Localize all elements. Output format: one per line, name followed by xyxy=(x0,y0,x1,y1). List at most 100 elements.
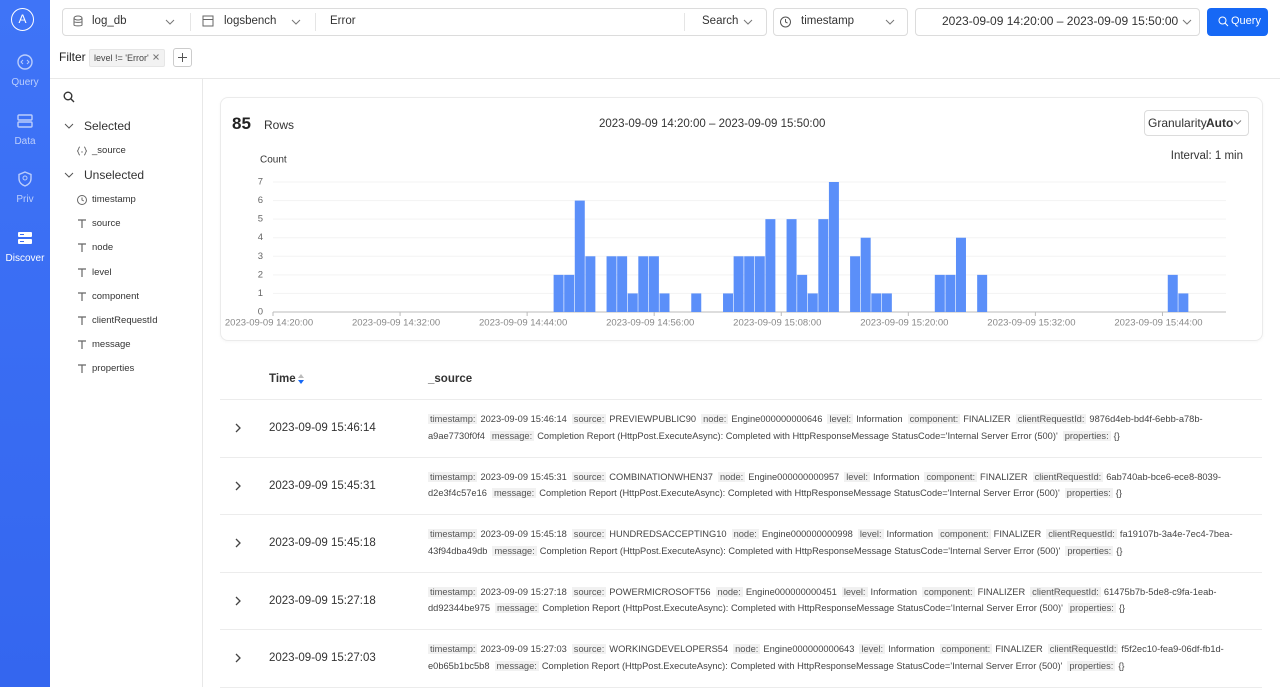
source-value: {} xyxy=(1118,660,1125,671)
row-count: 85 xyxy=(232,114,251,133)
filter-tag[interactable]: level != 'Error' xyxy=(89,49,165,67)
chevron xyxy=(64,172,74,178)
time-field-select[interactable]: timestamp xyxy=(801,15,855,27)
field-name[interactable]: properties xyxy=(92,363,135,375)
field-icon-part xyxy=(78,316,86,325)
source-value: HUNDREDSACCEPTING10 xyxy=(609,529,727,539)
divider xyxy=(684,13,685,31)
expand-icon[interactable] xyxy=(234,423,242,433)
source-value: f5f2ec10-fea9-06df-fb1d-e0b65b1bc5b8 xyxy=(428,644,1224,671)
field-name[interactable]: timestamp xyxy=(92,194,136,205)
field-icon xyxy=(78,340,86,350)
expand-icon[interactable] xyxy=(234,653,242,663)
selected-heading[interactable]: Selected xyxy=(84,119,131,133)
nav-icon-part xyxy=(17,113,33,121)
x-tick-label: 2023-09-09 15:44:00 xyxy=(1114,318,1202,329)
bar xyxy=(828,182,839,312)
source-key: node: xyxy=(717,471,746,482)
sort-icon[interactable] xyxy=(297,372,305,386)
source-key: component: xyxy=(938,529,991,539)
table-select[interactable]: logsbench xyxy=(224,15,277,27)
source-key: node: xyxy=(731,529,759,539)
chevron xyxy=(1233,120,1242,125)
row-time: 2023-09-09 15:27:03 xyxy=(269,652,376,664)
source-value: Engine000000000646 xyxy=(731,414,823,424)
field-icon-part xyxy=(78,219,86,229)
field-name[interactable]: _source xyxy=(92,145,126,156)
field-name[interactable]: level xyxy=(92,266,112,278)
query-button-label[interactable]: Query xyxy=(1231,15,1261,27)
source-key: level: xyxy=(844,471,870,482)
sidebar: A Query Data Priv Discover xyxy=(0,0,50,687)
mode-select[interactable]: Search xyxy=(702,15,739,27)
source-value: Information xyxy=(886,529,934,539)
source-value: Information xyxy=(856,414,903,424)
source-value: 2023-09-09 15:27:03 xyxy=(480,644,567,654)
nav-icon-part xyxy=(17,120,33,128)
nav-item[interactable]: Data xyxy=(0,112,50,162)
bar xyxy=(818,219,829,312)
bar xyxy=(1178,293,1189,312)
bar xyxy=(1167,274,1178,312)
bar xyxy=(871,293,882,312)
time-range[interactable]: 2023-09-09 14:20:00 – 2023-09-09 15:50:0… xyxy=(942,14,1179,28)
nav-label[interactable]: Data xyxy=(14,135,36,147)
avatar[interactable]: A xyxy=(11,8,34,31)
bar xyxy=(955,237,966,312)
field-icon-part xyxy=(78,364,86,374)
expand-icon[interactable] xyxy=(234,538,242,548)
query-input[interactable]: Error xyxy=(330,15,356,27)
bar xyxy=(860,237,871,312)
field-name[interactable]: source xyxy=(92,218,121,230)
expand-icon[interactable] xyxy=(234,596,242,606)
x-tick-label: 2023-09-09 15:32:00 xyxy=(987,318,1075,329)
nav-item[interactable]: Priv xyxy=(0,170,50,220)
source-key: message: xyxy=(492,545,537,556)
source-value: FINALIZER xyxy=(980,471,1028,482)
source-key: node: xyxy=(733,644,761,654)
nav-icon-part xyxy=(18,231,32,237)
y-tick-label: 7 xyxy=(258,177,263,188)
granularity-value[interactable]: Auto xyxy=(1206,116,1234,130)
field-name[interactable]: component xyxy=(92,290,140,302)
y-tick-label: 6 xyxy=(258,195,263,206)
chevron xyxy=(885,19,895,25)
field-icon-part xyxy=(78,267,86,277)
source-key: node: xyxy=(715,586,743,597)
database-select[interactable]: log_db xyxy=(92,15,127,27)
nav-label[interactable]: Priv xyxy=(16,194,34,205)
source-key: timestamp: xyxy=(428,644,478,654)
unselected-heading[interactable]: Unselected xyxy=(84,168,145,182)
query-button[interactable] xyxy=(1207,8,1268,36)
x-tick-label: 2023-09-09 14:20:00 xyxy=(225,318,313,329)
divider xyxy=(50,78,1280,79)
bar xyxy=(585,256,596,312)
source-value: Completion Report (HttpPost.ExecuteAsync… xyxy=(542,603,1063,613)
source-key: properties: xyxy=(1064,488,1113,498)
field-name[interactable]: node xyxy=(92,242,114,254)
add-filter-button[interactable] xyxy=(173,48,192,67)
source-value: 2023-09-09 15:27:18 xyxy=(480,586,567,597)
source-value: 6ab740ab-bce6-ece8-8039-d2e3f4c57e16 xyxy=(428,471,1221,499)
nav-item[interactable]: Discover xyxy=(0,229,50,279)
nav-label[interactable]: Query xyxy=(11,77,39,88)
chevron xyxy=(1182,19,1192,25)
column-header: _source xyxy=(428,373,473,385)
source-key: clientRequestId: xyxy=(1032,471,1104,482)
granularity-select[interactable] xyxy=(1144,110,1249,136)
source-key: component: xyxy=(939,644,993,654)
plus-icon xyxy=(178,53,187,62)
row-source: timestamp: 2023-09-09 15:45:18 source: HUND… xyxy=(428,526,1258,559)
expand-icon[interactable] xyxy=(234,481,242,491)
column-header[interactable]: Time xyxy=(269,373,296,385)
nav-item[interactable]: Query xyxy=(0,53,50,103)
source-key: level: xyxy=(857,529,884,539)
divider xyxy=(202,78,203,687)
field-name[interactable]: clientRequestId xyxy=(92,315,158,326)
expand-icon-part xyxy=(235,653,241,663)
source-value: 2023-09-09 15:46:14 xyxy=(480,414,567,424)
nav-icon-part xyxy=(18,171,32,187)
nav-label[interactable]: Discover xyxy=(5,252,45,264)
field-name[interactable]: message xyxy=(92,339,131,351)
